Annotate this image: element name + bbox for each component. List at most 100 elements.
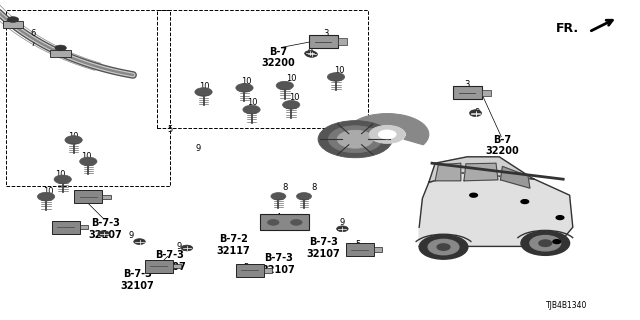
Circle shape <box>181 245 193 251</box>
Bar <box>236 264 264 277</box>
Bar <box>51 50 71 57</box>
Bar <box>52 221 80 234</box>
Circle shape <box>7 17 19 22</box>
Polygon shape <box>464 163 498 181</box>
Bar <box>481 90 492 96</box>
Circle shape <box>521 200 529 204</box>
Text: 9: 9 <box>129 231 134 240</box>
Circle shape <box>328 73 344 81</box>
Text: TJB4B1340: TJB4B1340 <box>546 301 587 310</box>
Circle shape <box>369 125 405 143</box>
Text: B-7
32200: B-7 32200 <box>486 135 519 156</box>
Bar <box>264 268 272 273</box>
Circle shape <box>318 121 392 158</box>
Circle shape <box>306 52 317 57</box>
Circle shape <box>65 136 83 144</box>
Text: 8: 8 <box>282 183 287 192</box>
Bar <box>260 214 309 230</box>
Circle shape <box>470 111 481 116</box>
Circle shape <box>553 240 561 244</box>
Circle shape <box>328 126 382 153</box>
Circle shape <box>268 220 279 225</box>
Text: 10: 10 <box>289 93 300 102</box>
Bar <box>80 225 88 229</box>
Text: 10: 10 <box>43 188 53 196</box>
Circle shape <box>437 244 450 250</box>
Circle shape <box>134 239 145 244</box>
Wedge shape <box>346 114 429 145</box>
Text: 10: 10 <box>200 82 210 91</box>
Bar <box>3 21 23 28</box>
Text: B-7-3
32107: B-7-3 32107 <box>121 269 154 291</box>
Text: 5: 5 <box>356 240 361 249</box>
Circle shape <box>54 175 72 184</box>
Circle shape <box>470 193 477 197</box>
Text: 10: 10 <box>56 170 66 179</box>
Circle shape <box>470 110 481 116</box>
Bar <box>102 195 111 199</box>
Text: 3: 3 <box>465 80 470 89</box>
Text: 9: 9 <box>177 242 182 251</box>
Circle shape <box>271 193 286 200</box>
Polygon shape <box>419 173 573 246</box>
Text: 10: 10 <box>81 152 92 161</box>
Text: 2: 2 <box>324 135 329 144</box>
Text: 1: 1 <box>404 125 409 134</box>
Text: 9: 9 <box>474 108 479 116</box>
Polygon shape <box>435 163 461 181</box>
Text: 5: 5 <box>167 125 172 134</box>
Text: B-7-2
32117: B-7-2 32117 <box>217 234 250 256</box>
Text: 5: 5 <box>84 191 89 200</box>
Text: B-7-3
32107: B-7-3 32107 <box>307 237 340 259</box>
Text: 10: 10 <box>68 132 79 140</box>
Text: 10: 10 <box>334 66 344 75</box>
Circle shape <box>37 192 55 201</box>
Circle shape <box>337 226 348 232</box>
Text: 10: 10 <box>286 74 296 83</box>
Circle shape <box>291 220 302 225</box>
Circle shape <box>243 105 260 114</box>
Text: B-7-3
32107: B-7-3 32107 <box>262 253 295 275</box>
Bar <box>346 243 374 256</box>
Text: 9: 9 <box>340 218 345 227</box>
Text: 4: 4 <box>276 213 281 222</box>
Bar <box>157 10 368 128</box>
Text: 10: 10 <box>241 77 252 86</box>
Circle shape <box>282 100 300 109</box>
Text: 9: 9 <box>196 144 201 153</box>
Bar <box>74 190 102 203</box>
Text: B-7-3
32107: B-7-3 32107 <box>89 218 122 240</box>
Bar <box>6 10 170 186</box>
Text: 5: 5 <box>154 263 159 272</box>
Text: 5: 5 <box>244 263 249 272</box>
Circle shape <box>428 239 459 255</box>
Text: 10: 10 <box>248 98 258 107</box>
Circle shape <box>539 240 552 246</box>
Text: FR.: FR. <box>556 22 579 35</box>
Circle shape <box>305 51 316 56</box>
Text: B-7-3
32107: B-7-3 32107 <box>153 250 186 272</box>
Polygon shape <box>429 157 534 182</box>
Circle shape <box>195 88 212 96</box>
Bar <box>453 86 482 99</box>
Text: 6: 6 <box>31 29 36 38</box>
Circle shape <box>378 130 396 139</box>
Circle shape <box>236 84 253 92</box>
Bar <box>374 247 382 252</box>
Text: 9: 9 <box>308 48 313 57</box>
Circle shape <box>419 235 468 259</box>
Bar <box>145 260 173 273</box>
Circle shape <box>80 157 97 166</box>
Circle shape <box>98 231 109 236</box>
Text: 7: 7 <box>31 39 36 48</box>
Circle shape <box>337 130 373 148</box>
Circle shape <box>55 45 67 51</box>
Circle shape <box>276 81 293 90</box>
Text: 8: 8 <box>311 183 316 192</box>
Circle shape <box>556 216 564 220</box>
Bar <box>338 38 347 45</box>
Text: B-7
32200: B-7 32200 <box>262 47 295 68</box>
Circle shape <box>296 193 312 200</box>
Polygon shape <box>500 166 530 188</box>
Circle shape <box>530 236 561 251</box>
